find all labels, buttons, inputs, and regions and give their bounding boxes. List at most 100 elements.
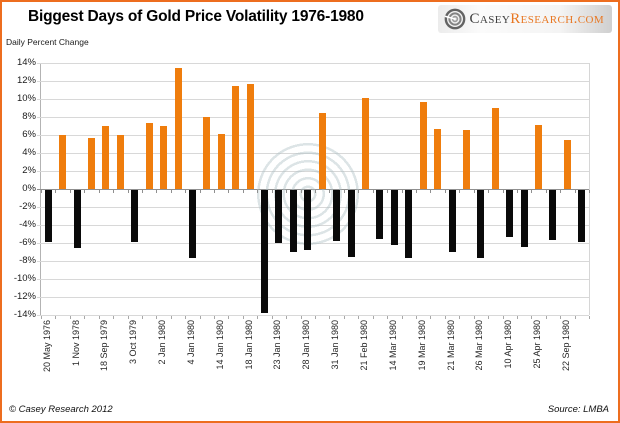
bottom-axis-tick (545, 316, 547, 319)
x-label-slot: 1 Nov 1978 (69, 320, 83, 398)
negative-bar (275, 190, 283, 244)
x-label-slot (256, 320, 270, 398)
bar-slot (517, 63, 533, 319)
gridline (37, 207, 589, 208)
x-label-slot: 26 Mar 1980 (473, 320, 487, 398)
positive-bar (361, 98, 369, 189)
positive-bar (434, 128, 442, 189)
y-axis-title: Daily Percent Change (6, 37, 89, 47)
positive-bar (318, 113, 326, 189)
bar-slot (185, 63, 201, 319)
bar-slot (575, 63, 591, 319)
negative-bar (131, 190, 139, 243)
y-tick-label: 10% (16, 93, 36, 104)
bar-slot (459, 63, 475, 319)
negative-bar (520, 190, 528, 247)
gridline (37, 243, 589, 244)
bottom-axis-tick (127, 316, 129, 319)
negative-bar (376, 190, 384, 239)
bar-slot (387, 63, 403, 319)
negative-bar (448, 190, 456, 253)
bottom-axis-tick (531, 316, 533, 319)
bar-slot (228, 63, 244, 319)
bottom-axis-tick (199, 316, 201, 319)
bar-slot (257, 63, 273, 319)
zero-axis-tick (488, 190, 490, 193)
bottom-axis-tick (141, 316, 143, 319)
zero-axis-tick (214, 190, 216, 193)
bottom-axis-tick (98, 316, 100, 319)
negative-bar (477, 190, 485, 258)
x-label-slot (227, 320, 241, 398)
zero-axis-tick (329, 190, 331, 193)
x-label-slot: 25 Apr 1980 (530, 320, 544, 398)
bar-slot (214, 63, 230, 319)
page-title: Biggest Days of Gold Price Volatility 19… (28, 8, 364, 25)
y-tick-label: 0% (22, 183, 36, 194)
x-label-slot: 28 Jan 1980 (300, 320, 314, 398)
bar-slot (41, 63, 57, 319)
positive-bar (563, 139, 571, 189)
zero-axis-tick (257, 190, 259, 193)
bottom-axis-tick (430, 316, 432, 319)
positive-bar (419, 101, 427, 189)
bottom-axis-tick (84, 316, 86, 319)
logo-text: CaseyResearch.com (470, 11, 604, 28)
bar-slot (84, 63, 100, 319)
zero-axis-tick (156, 190, 158, 193)
negative-bar (578, 190, 586, 243)
bottom-axis-tick (257, 316, 259, 319)
bar-slot (200, 63, 216, 319)
bottom-axis-tick (69, 316, 71, 319)
y-tick-label: -8% (19, 255, 36, 266)
zero-axis-tick (228, 190, 230, 193)
bottom-axis-tick (516, 316, 518, 319)
y-tick-label: -14% (13, 309, 36, 320)
positive-bar (102, 126, 110, 189)
zero-axis-tick (589, 190, 591, 193)
x-label-slot: 18 Sep 1979 (98, 320, 112, 398)
bottom-axis-tick (560, 316, 562, 319)
positive-bar (535, 125, 543, 189)
negative-bar (188, 190, 196, 259)
x-label-slot: 14 Mar 1980 (386, 320, 400, 398)
positive-bar (174, 68, 182, 189)
negative-bar (73, 190, 81, 248)
bottom-axis-tick (315, 316, 317, 319)
x-label-slot: 31 Jan 1980 (328, 320, 342, 398)
bottom-axis-tick (242, 316, 244, 319)
zero-axis-tick (41, 190, 42, 193)
bar-slot (301, 63, 317, 319)
positive-bar (491, 108, 499, 189)
x-label-slot: 2 Jan 1980 (155, 320, 169, 398)
zero-axis-tick (271, 190, 273, 193)
bar-slot (560, 63, 576, 319)
x-label-slot (314, 320, 328, 398)
bottom-axis-tick (488, 316, 490, 319)
bottom-axis-tick (372, 316, 374, 319)
x-label-slot: 10 Apr 1980 (502, 320, 516, 398)
x-tick-label: 21 Feb 1980 (358, 320, 369, 371)
bottom-axis-tick (286, 316, 288, 319)
zero-axis-tick (430, 190, 432, 193)
zero-axis-tick (141, 190, 143, 193)
bar-slot (156, 63, 172, 319)
x-label-slot: 20 May 1976 (40, 320, 54, 398)
casey-research-logo[interactable]: CaseyResearch.com (437, 5, 612, 33)
zero-axis-tick (444, 190, 446, 193)
negative-bar (304, 190, 312, 251)
bottom-axis-tick (214, 316, 216, 319)
plot-area (37, 63, 591, 319)
bar-slot (445, 63, 461, 319)
bottom-axis-tick (589, 316, 591, 319)
bottom-axis-tick (401, 316, 403, 319)
positive-bar (232, 86, 240, 189)
zero-axis-tick (84, 190, 86, 193)
bottom-axis-tick (343, 316, 345, 319)
x-label-slot (429, 320, 443, 398)
zero-axis-tick (401, 190, 403, 193)
bar-slot (286, 63, 302, 319)
zero-axis-tick (415, 190, 417, 193)
bar-slot (142, 63, 158, 319)
